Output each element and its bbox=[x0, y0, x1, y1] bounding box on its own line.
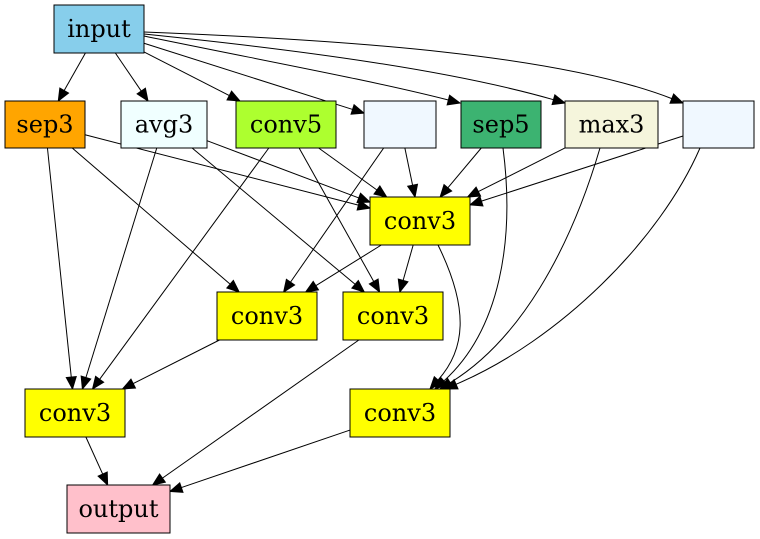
edge-c3e-to-output bbox=[181, 429, 351, 489]
edge-avg3-to-c3c bbox=[191, 147, 356, 285]
edge-blank2-to-c3e-arrowhead bbox=[443, 378, 459, 390]
edge-c3e-to-output-arrowhead bbox=[168, 481, 184, 493]
node-c3b-label: conv3 bbox=[231, 302, 303, 330]
node-blank2 bbox=[682, 100, 755, 149]
edge-conv5-to-c3a-arrowhead bbox=[373, 185, 388, 198]
edge-conv5-to-c3d bbox=[99, 147, 270, 380]
node-c3a: conv3 bbox=[369, 196, 471, 246]
edge-sep5-to-c3a-arrowhead bbox=[439, 183, 453, 198]
edge-input-to-avg3-arrowhead bbox=[136, 87, 149, 103]
node-max3-label: max3 bbox=[579, 111, 645, 139]
edge-input-to-sep3-arrowhead bbox=[57, 87, 70, 103]
node-sep5-label: sep5 bbox=[472, 111, 529, 139]
edge-sep3-to-c3d-arrowhead bbox=[65, 375, 77, 391]
node-blank1 bbox=[363, 100, 437, 149]
edge-input-to-blank1 bbox=[143, 42, 353, 110]
node-sep3: sep3 bbox=[4, 100, 86, 149]
node-c3e-label: conv3 bbox=[364, 399, 436, 427]
node-sep5-box bbox=[460, 100, 542, 149]
edge-avg3-to-c3d-arrowhead bbox=[80, 375, 92, 391]
node-c3e-box bbox=[349, 388, 451, 438]
node-sep5: sep5 bbox=[460, 100, 542, 149]
edge-conv5-to-c3c bbox=[298, 147, 375, 282]
edge-input-to-conv5 bbox=[143, 51, 230, 96]
edge-input-to-sep3 bbox=[63, 52, 86, 91]
edge-input-to-conv5-arrowhead bbox=[226, 90, 242, 102]
node-c3e: conv3 bbox=[349, 388, 451, 438]
edge-conv5-to-c3c-arrowhead bbox=[368, 278, 381, 294]
node-conv5: conv5 bbox=[235, 100, 337, 149]
edge-c3a-to-c3c-arrowhead bbox=[397, 278, 409, 294]
node-blank2-box bbox=[682, 100, 755, 149]
edge-input-to-blank1-arrowhead bbox=[350, 103, 366, 115]
edge-sep3-to-c3b bbox=[71, 147, 231, 285]
edge-c3d-to-output bbox=[85, 436, 104, 475]
node-c3d-box bbox=[24, 388, 126, 438]
node-avg3-box bbox=[120, 100, 208, 149]
edge-blank1-to-c3b-arrowhead bbox=[282, 278, 296, 294]
edge-blank2-to-c3e bbox=[455, 147, 701, 385]
edge-blank1-to-c3a-arrowhead bbox=[406, 183, 419, 199]
node-c3d-label: conv3 bbox=[39, 399, 111, 427]
edge-input-to-sep5-arrowhead bbox=[446, 94, 462, 106]
node-c3a-box bbox=[369, 196, 471, 246]
edge-c3b-to-c3d-arrowhead bbox=[121, 378, 137, 390]
node-c3a-label: conv3 bbox=[384, 207, 456, 235]
node-output-box bbox=[66, 484, 171, 534]
nodes-layer: input sep3 avg3 conv5 sep5 max3 conv3 conv3 conv… bbox=[4, 4, 755, 534]
edge-c3c-to-output-arrowhead bbox=[151, 473, 167, 486]
edge-avg3-to-c3d bbox=[85, 147, 158, 378]
node-c3c: conv3 bbox=[342, 291, 444, 341]
edge-avg3-to-c3a-arrowhead bbox=[356, 192, 372, 204]
edge-sep3-to-c3d bbox=[46, 147, 72, 378]
edge-max3-to-c3e bbox=[449, 147, 601, 384]
edge-c3a-to-c3b bbox=[315, 244, 382, 287]
edge-avg3-to-c3a bbox=[206, 140, 359, 199]
node-max3-box bbox=[564, 100, 659, 149]
node-max3: max3 bbox=[564, 100, 659, 149]
edge-conv5-to-c3d-arrowhead bbox=[91, 375, 105, 391]
edge-c3d-to-output-arrowhead bbox=[97, 471, 109, 487]
node-conv5-box bbox=[235, 100, 337, 149]
edge-c3a-to-c3c bbox=[402, 244, 414, 281]
edge-c3c-to-output bbox=[162, 339, 360, 479]
edge-sep3-to-c3b-arrowhead bbox=[225, 279, 241, 293]
node-output: output bbox=[66, 484, 171, 534]
node-output-label: output bbox=[78, 495, 158, 523]
edge-input-to-avg3 bbox=[114, 52, 142, 92]
edge-c3a-to-c3b-arrowhead bbox=[304, 280, 320, 293]
node-avg3: avg3 bbox=[120, 100, 208, 149]
edge-max3-to-c3a-arrowhead bbox=[466, 186, 482, 198]
node-input-label: input bbox=[67, 15, 131, 43]
edge-c3a-to-c3e bbox=[437, 244, 461, 381]
node-sep3-box bbox=[4, 100, 86, 149]
edge-input-to-blank2 bbox=[143, 31, 673, 100]
edge-c3b-to-c3d bbox=[132, 339, 220, 385]
edge-avg3-to-c3c-arrowhead bbox=[351, 279, 366, 293]
edges-layer bbox=[46, 31, 701, 493]
node-c3d: conv3 bbox=[24, 388, 126, 438]
node-conv5-label: conv5 bbox=[250, 111, 322, 139]
node-c3c-label: conv3 bbox=[357, 302, 429, 330]
edge-blank1-to-c3a bbox=[404, 147, 414, 186]
edge-conv5-to-c3a bbox=[318, 147, 378, 191]
edge-max3-to-c3a bbox=[478, 147, 566, 193]
node-input: input bbox=[53, 4, 145, 54]
edge-input-to-sep5 bbox=[143, 35, 449, 101]
edge-blank2-to-c3a-arrowhead bbox=[468, 195, 484, 207]
edge-sep5-to-c3e bbox=[443, 147, 508, 382]
edge-input-to-max3 bbox=[143, 33, 554, 101]
node-c3b: conv3 bbox=[216, 291, 318, 341]
node-c3b-box bbox=[216, 291, 318, 341]
node-sep3-label: sep3 bbox=[16, 111, 73, 139]
edge-sep5-to-c3a bbox=[447, 147, 482, 189]
edge-input-to-blank2-arrowhead bbox=[669, 93, 685, 104]
node-avg3-label: avg3 bbox=[135, 111, 194, 139]
node-input-box bbox=[53, 4, 145, 54]
node-c3c-box bbox=[342, 291, 444, 341]
edge-input-to-max3-arrowhead bbox=[551, 94, 567, 106]
node-blank1-box bbox=[363, 100, 437, 149]
